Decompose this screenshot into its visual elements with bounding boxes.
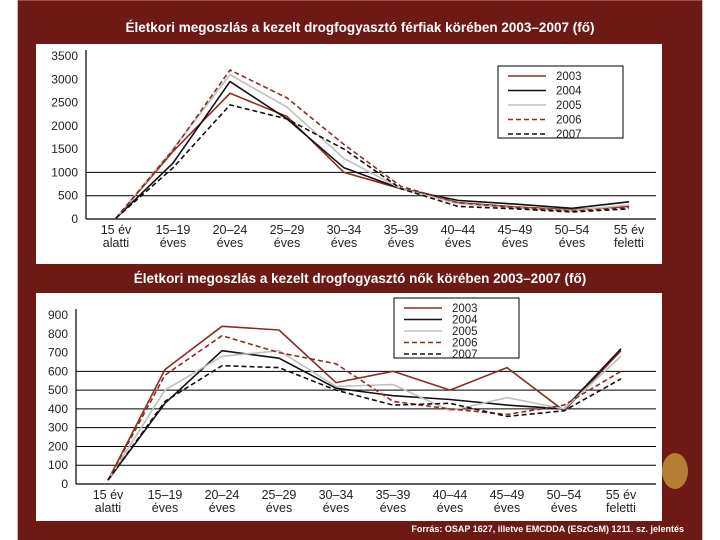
- series-line-2005: [107, 349, 622, 481]
- x-tick-label: 15 év: [93, 488, 124, 502]
- y-tick-label: 500: [48, 383, 68, 397]
- x-tick-label: éves: [437, 501, 463, 515]
- x-tick-label: 45–49: [498, 223, 533, 237]
- x-tick-label: éves: [445, 236, 471, 250]
- x-tick-label: 30–34: [319, 488, 354, 502]
- y-tick-label: 2500: [51, 96, 78, 110]
- series-line-2003: [107, 325, 622, 481]
- y-tick-label: 900: [48, 308, 68, 322]
- legend-label-2006: 2006: [556, 115, 582, 127]
- x-tick-label: 35–39: [384, 223, 419, 237]
- x-tick-label: 20–24: [205, 488, 240, 502]
- chart-title-men: Életkori megoszlás a kezelt drogfogyaszt…: [125, 20, 595, 35]
- x-tick-label: 50–54: [555, 223, 590, 237]
- x-tick-label: éves: [551, 501, 577, 515]
- x-tick-label: 40–44: [433, 488, 468, 502]
- x-tick-label: 20–24: [213, 223, 248, 237]
- series-line-2006: [115, 69, 630, 219]
- x-tick-label: éves: [559, 236, 585, 250]
- y-tick-label: 200: [48, 439, 68, 453]
- y-tick-label: 1500: [51, 142, 78, 156]
- x-tick-label: 45–49: [490, 488, 525, 502]
- frame-top-stripe: [18, 0, 702, 1]
- frame-left-line: [17, 0, 18, 540]
- chart-panel-women: 0 100 200 300 400 500 600 700 800 900 15 év alatti 1…: [36, 293, 662, 521]
- legend-label-2003: 2003: [556, 71, 582, 83]
- y-tick-label: 0: [61, 477, 68, 491]
- y-tick-label: 300: [48, 421, 68, 435]
- series-line-2004: [115, 80, 630, 219]
- x-tick-label: 25–29: [262, 488, 297, 502]
- x-tick-label: alatti: [103, 236, 129, 250]
- legend-label-2004: 2004: [556, 86, 582, 98]
- x-tick-label: 15–19: [148, 488, 183, 502]
- legend-label-2003: 2003: [452, 303, 478, 315]
- x-tick-label: 25–29: [270, 223, 305, 237]
- x-tick-label: feletti: [606, 501, 636, 515]
- chart-panel-men: 0 500 1000 1500 2000 2500 3000 3500 15 év alatti 1…: [36, 44, 662, 264]
- frame-right-line: [702, 0, 703, 540]
- y-tick-label: 700: [48, 346, 68, 360]
- x-tick-label: 35–39: [376, 488, 411, 502]
- x-tick-label: 30–34: [327, 223, 362, 237]
- x-tick-label: 50–54: [547, 488, 582, 502]
- x-tick-label: éves: [323, 501, 349, 515]
- x-tick-label: feletti: [614, 236, 644, 250]
- y-tick-label: 100: [48, 458, 68, 472]
- legend-label-2006: 2006: [452, 338, 478, 350]
- y-tick-label: 600: [48, 364, 68, 378]
- series-line-2006: [107, 334, 622, 481]
- x-tick-label: 55 év: [606, 488, 637, 502]
- legend-label-2005: 2005: [452, 326, 478, 338]
- legend-label-2007: 2007: [556, 129, 582, 141]
- x-tick-label: éves: [331, 236, 357, 250]
- y-tick-label: 0: [71, 212, 78, 226]
- y-tick-label: 3500: [51, 49, 78, 63]
- legend-label-2004: 2004: [452, 315, 478, 327]
- x-tick-label: éves: [388, 236, 414, 250]
- chart-title-women: Életkori megoszlás a kezelt drogfogyaszt…: [133, 271, 587, 286]
- series-line-2007: [115, 104, 630, 219]
- x-tick-label: 15–19: [156, 223, 191, 237]
- x-tick-label: éves: [494, 501, 520, 515]
- x-tick-label: 55 év: [614, 223, 645, 237]
- decorative-dot: [662, 453, 688, 489]
- x-tick-label: éves: [209, 501, 235, 515]
- source-note: Forrás: OSAP 1627, illetve EMCDDA (ESzCs…: [411, 524, 684, 534]
- x-tick-label: éves: [152, 501, 178, 515]
- legend-box: [497, 65, 624, 139]
- x-tick-label: éves: [274, 236, 300, 250]
- y-tick-label: 3000: [51, 72, 78, 86]
- legend-label-2007: 2007: [452, 349, 478, 361]
- x-tick-label: 15 év: [101, 223, 132, 237]
- x-tick-label: alatti: [95, 501, 121, 515]
- x-tick-label: éves: [380, 501, 406, 515]
- x-tick-label: éves: [160, 236, 186, 250]
- x-tick-label: éves: [266, 501, 292, 515]
- y-tick-label: 500: [58, 189, 78, 203]
- y-tick-label: 800: [48, 327, 68, 341]
- legend-label-2005: 2005: [556, 100, 582, 112]
- series-line-2004: [107, 348, 622, 481]
- y-tick-label: 400: [48, 402, 68, 416]
- series-line-2007: [107, 364, 622, 481]
- x-tick-label: 40–44: [441, 223, 476, 237]
- y-tick-label: 1000: [51, 165, 78, 179]
- x-tick-label: éves: [502, 236, 528, 250]
- y-tick-label: 2000: [51, 119, 78, 133]
- x-tick-label: éves: [217, 236, 243, 250]
